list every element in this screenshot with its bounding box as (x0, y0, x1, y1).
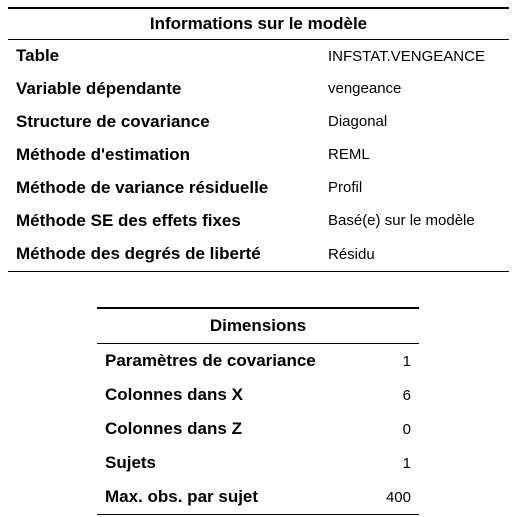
table-row: Méthode de variance résiduelle Profil (8, 171, 509, 204)
row-label: Méthode de variance résiduelle (16, 177, 269, 197)
row-value: REML (328, 146, 370, 163)
row-label: Colonnes dans X (105, 385, 243, 404)
row-label: Méthode des degrés de liberté (8, 237, 320, 272)
row-value: 1 (402, 352, 411, 370)
row-label: Max. obs. par sujet (97, 480, 341, 515)
dimensions-title: Dimensions (97, 307, 419, 344)
table-row: Structure de covariance Diagonal (8, 105, 509, 138)
table-header-row: Informations sur le modèle (8, 7, 509, 40)
row-label: Méthode SE des effets fixes (16, 210, 241, 230)
row-value: Profil (328, 179, 363, 196)
row-value: INFSTAT.VENGEANCE (328, 47, 485, 65)
row-value: Résidu (320, 237, 509, 272)
table-row: Méthode SE des effets fixes Basé(e) sur … (8, 204, 509, 237)
table-row: Colonnes dans X 6 (97, 378, 419, 412)
table-row: Colonnes dans Z 0 (97, 412, 419, 446)
row-label: Structure de covariance (16, 111, 210, 131)
row-value: 0 (402, 420, 411, 438)
row-label: Paramètres de covariance (105, 351, 316, 370)
row-value: vengeance (328, 80, 402, 97)
table-row: Variable dépendante vengeance (8, 72, 509, 105)
row-label: Colonnes dans Z (105, 419, 242, 438)
table-row: Table INFSTAT.VENGEANCE (8, 40, 509, 73)
table-row: Max. obs. par sujet 400 (97, 480, 419, 515)
row-label: Sujets (105, 453, 157, 472)
table-row: Sujets 1 (97, 446, 419, 480)
table-row: Méthode d'estimation REML (8, 138, 509, 171)
dimensions-table: Dimensions Paramètres de covariance 1 Co… (97, 307, 419, 515)
row-value: 6 (402, 386, 411, 404)
row-value: Basé(e) sur le modèle (328, 212, 475, 229)
row-value: 1 (402, 454, 411, 472)
table-row: Méthode des degrés de liberté Résidu (8, 237, 509, 272)
row-value: Diagonal (328, 113, 388, 130)
row-label: Table (16, 46, 60, 65)
row-label: Variable dépendante (16, 78, 182, 98)
table-row: Paramètres de covariance 1 (97, 344, 419, 379)
table-header-row: Dimensions (97, 307, 419, 344)
row-value: 400 (341, 480, 419, 515)
model-info-table: Informations sur le modèle Table INFSTAT… (8, 7, 509, 272)
row-label: Méthode d'estimation (16, 144, 191, 164)
model-info-title: Informations sur le modèle (8, 7, 509, 40)
